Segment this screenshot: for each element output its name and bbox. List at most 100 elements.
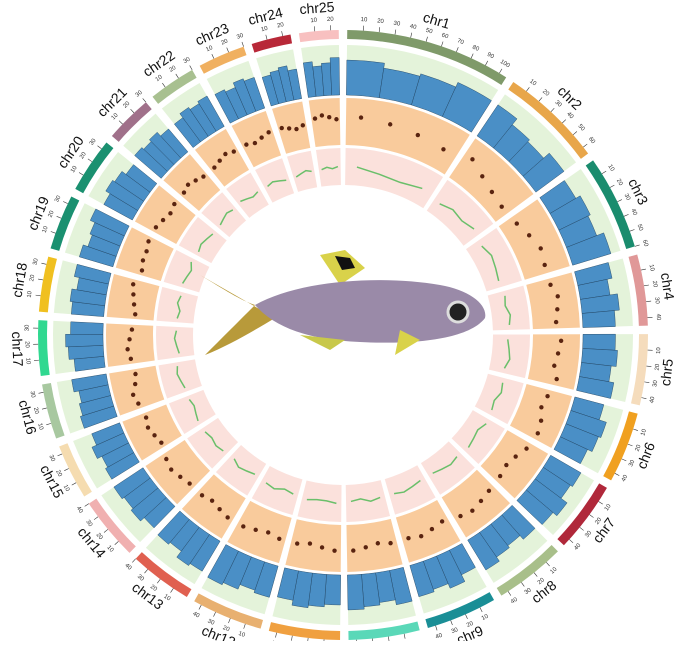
tick-mark (480, 608, 482, 612)
scatter-point (539, 246, 543, 250)
scatter-point (168, 211, 172, 215)
scatter-point (479, 499, 483, 503)
chromosome-label: chr25 (299, 0, 335, 17)
scatter-point (212, 165, 216, 169)
scatter-track-bg (346, 519, 402, 572)
density-bar (346, 60, 384, 98)
tick-mark (94, 517, 98, 520)
chromosome-label: chr8 (528, 577, 559, 607)
density-bar (330, 58, 340, 96)
density-bar (71, 322, 104, 335)
tick-mark (610, 185, 614, 187)
tick-label: 10 (155, 74, 164, 83)
chromosome-label: chr21 (94, 84, 130, 120)
chromosome-label: chr4 (658, 272, 678, 302)
tick-mark (115, 541, 119, 544)
tick-mark (580, 527, 584, 530)
scatter-point (430, 527, 434, 531)
tick-mark (589, 515, 593, 518)
tick-mark (88, 159, 92, 162)
tick-label: 30 (553, 100, 562, 109)
scatter-point (441, 147, 445, 151)
tick-label: 10 (111, 112, 120, 121)
tick-label: 30 (653, 297, 660, 305)
scatter-point (308, 541, 312, 545)
scatter-point (169, 467, 173, 471)
tick-mark (569, 539, 573, 542)
scatter-point (515, 221, 519, 225)
tick-mark (395, 30, 396, 35)
scatter-point (480, 174, 484, 178)
tick-mark (42, 408, 47, 409)
tick-label: 10 (310, 18, 318, 25)
tick-mark (379, 27, 380, 32)
chromosome-label: chr15 (37, 462, 67, 501)
density-bar (324, 574, 340, 605)
scatter-point (364, 545, 368, 549)
tick-mark (617, 200, 621, 202)
scatter-point (559, 339, 563, 343)
ideogram (39, 257, 57, 313)
scatter-point (152, 433, 156, 437)
scatter-point (178, 475, 182, 479)
tick-label: 40 (123, 563, 132, 572)
scatter-point (554, 320, 558, 324)
scatter-point (136, 401, 140, 405)
scatter-point (545, 394, 549, 398)
tick-mark (119, 121, 123, 124)
scatter-point (223, 152, 227, 156)
scatter-point (555, 307, 559, 311)
scatter-point (277, 537, 281, 541)
tick-mark (276, 633, 277, 638)
scatter-point (200, 493, 204, 497)
tick-mark (583, 144, 587, 147)
scatter-point (552, 364, 556, 368)
tick-label: 60 (587, 136, 596, 145)
tick-mark (644, 382, 649, 383)
tick-label: 10 (606, 164, 615, 173)
scatter-point (133, 312, 137, 316)
tick-mark (51, 231, 56, 233)
tick-mark (471, 54, 473, 59)
chromosome-label: chr16 (16, 398, 40, 436)
scatter-point (539, 419, 543, 423)
scatter-point (388, 541, 392, 545)
tick-mark (171, 588, 174, 592)
tick-mark (63, 201, 68, 203)
scatter-point (419, 534, 423, 538)
tick-mark (633, 429, 638, 431)
scatter-point (556, 294, 560, 298)
scatter-point (266, 130, 270, 134)
tick-label: 10 (42, 225, 50, 234)
line-track-bg (287, 151, 317, 192)
ideogram (299, 30, 339, 42)
fish-eye (448, 302, 468, 322)
scatter-point (294, 127, 298, 131)
tick-mark (411, 33, 412, 38)
tick-mark (227, 48, 229, 53)
tick-label: 20 (277, 22, 285, 29)
tick-label: 40 (510, 596, 519, 605)
tick-label: 10 (360, 17, 368, 23)
ideogram (269, 622, 340, 640)
scatter-point (536, 431, 540, 435)
scatter-point (144, 249, 148, 253)
tick-mark (36, 295, 41, 296)
tick-label: 10 (648, 264, 655, 272)
scatter-point (500, 204, 504, 208)
tick-label: 30 (54, 194, 63, 203)
tick-label: 60 (641, 239, 649, 248)
tick-mark (635, 245, 640, 246)
scatter-point (554, 377, 558, 381)
scatter-point (527, 233, 531, 237)
tick-mark (630, 229, 635, 231)
tick-label: 30 (135, 89, 144, 98)
tick-mark (624, 214, 629, 216)
scatter-point (313, 116, 317, 120)
chromosome-label: chr2 (555, 83, 586, 114)
scatter-point (259, 135, 263, 139)
tick-mark (485, 61, 487, 65)
scatter-point (144, 415, 148, 419)
tick-label: 10 (27, 290, 34, 298)
tick-label: 20 (220, 38, 229, 46)
